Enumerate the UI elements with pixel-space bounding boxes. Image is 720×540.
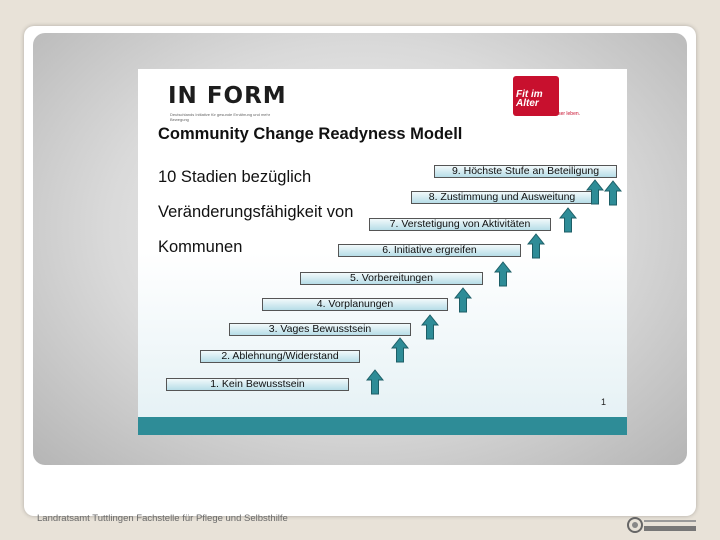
up-arrow-icon (391, 337, 409, 363)
slide-subtitle: 10 Stadien bezüglich Veränderungsfähigke… (158, 160, 408, 265)
stage-box-5: 5. Vorbereitungen (300, 272, 483, 285)
stage-box-2: 2. Ablehnung/Widerstand (200, 350, 360, 363)
up-arrow-icon (586, 179, 604, 205)
stage-box-6: 6. Initiative ergreifen (338, 244, 521, 257)
subtitle-line: Veränderungsfähigkeit von (158, 203, 354, 221)
slide-title: Community Change Readyness Modell (158, 125, 463, 143)
subtitle-line: 10 Stadien bezüglich (158, 168, 312, 186)
up-arrow-icon (494, 261, 512, 287)
stage-box-4: 4. Vorplanungen (262, 298, 448, 311)
stage-box-3: 3. Vages Bewusstsein (229, 323, 411, 336)
slide-footer-bar (138, 417, 627, 435)
stage-box-1: 1. Kein Bewusstsein (166, 378, 349, 391)
fit-logo-text: Fit im Alter (516, 89, 543, 109)
stage-box-8: 8. Zustimmung und Ausweitung (411, 191, 593, 204)
up-arrow-icon (454, 287, 472, 313)
fit-logo-slogan: Gesund essen, besser leben. (515, 111, 581, 117)
slide-image: IN FORM Deutschlands Initiative für gesu… (138, 69, 627, 435)
up-arrow-icon (527, 233, 545, 259)
inform-logo: IN FORM (168, 83, 287, 109)
inform-logo-subtitle: Deutschlands Initiative für gesunde Ernä… (170, 112, 271, 122)
footer-caption: Landratsamt Tuttlingen Fachstelle für Pf… (37, 513, 288, 524)
tuttlingen-logo-icon (627, 517, 696, 533)
subtitle-line: Kommunen (158, 238, 243, 256)
up-arrow-icon (604, 180, 622, 206)
inform-logo-text: IN FORM (168, 83, 287, 109)
stage-box-7: 7. Verstetigung von Aktivitäten (369, 218, 551, 231)
stage-box-9: 9. Höchste Stufe an Beteiligung (434, 165, 617, 178)
up-arrow-icon (366, 369, 384, 395)
up-arrow-icon (559, 207, 577, 233)
up-arrow-icon (421, 314, 439, 340)
fit-im-alter-logo: Fit im Alter (513, 76, 559, 116)
slide-page-number: 1 (601, 397, 607, 407)
